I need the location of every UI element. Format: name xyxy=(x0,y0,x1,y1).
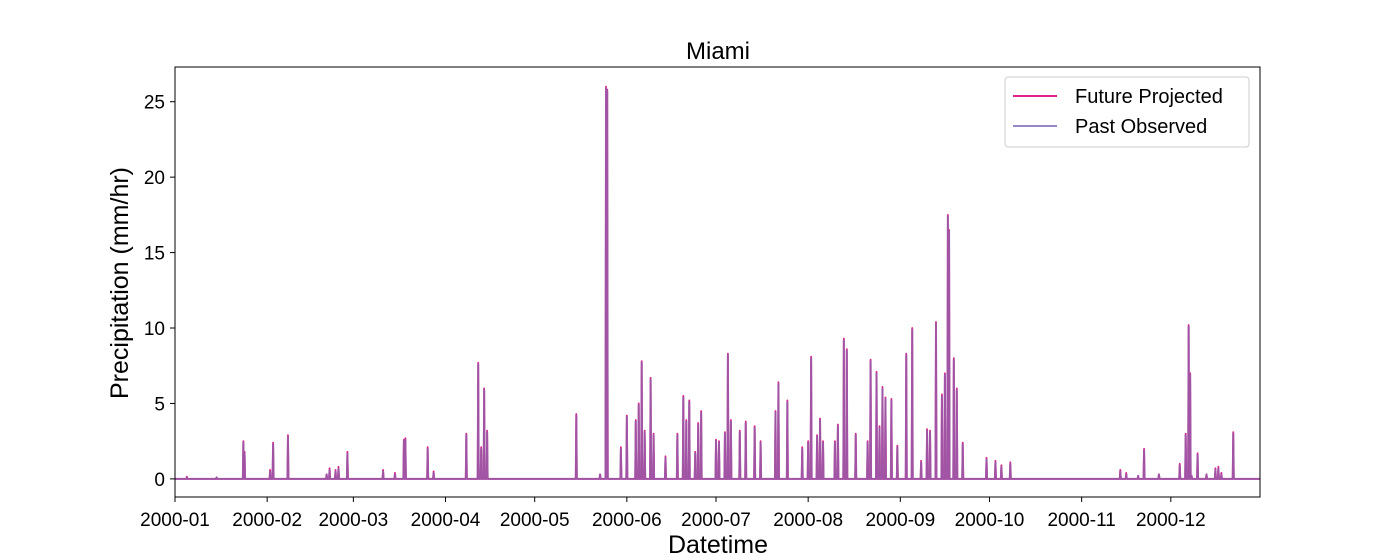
x-axis-ticks: 2000-01 2000-02 2000-03 2000-04 2000-05 2000-… xyxy=(140,497,1206,531)
y-tick-label: 10 xyxy=(144,319,165,340)
y-tick-label: 15 xyxy=(144,244,165,265)
x-tick-label: 2000-11 xyxy=(1047,510,1115,531)
x-tick-label: 2000-04 xyxy=(411,510,481,531)
x-tick-label: 2000-02 xyxy=(232,510,302,531)
x-tick-label: 2000-01 xyxy=(140,510,210,531)
chart-title: Miami xyxy=(686,38,750,65)
axes-frame xyxy=(174,66,1261,498)
x-tick-label: 2000-05 xyxy=(500,510,570,531)
y-tick-label: 5 xyxy=(154,394,165,415)
series-line-past-observed xyxy=(175,87,1260,480)
x-tick-label: 2000-06 xyxy=(592,510,662,531)
x-tick-label: 2000-10 xyxy=(955,510,1025,531)
x-tick-label: 2000-08 xyxy=(773,510,843,531)
y-tick-label: 0 xyxy=(154,470,165,491)
legend: Future Projected Past Observed xyxy=(1004,76,1250,148)
x-tick-label: 2000-09 xyxy=(865,510,935,531)
legend-label-past-observed: Past Observed xyxy=(1075,116,1207,138)
y-tick-label: 25 xyxy=(144,93,165,114)
series-layer xyxy=(175,85,1260,480)
x-tick-label: 2000-03 xyxy=(318,510,388,531)
x-axis-label: Datetime xyxy=(668,531,768,559)
x-tick-label: 2000-07 xyxy=(681,510,751,531)
y-axis-ticks: 0 5 10 15 20 25 xyxy=(144,93,175,491)
plot-area xyxy=(174,66,1261,498)
legend-box xyxy=(1004,76,1250,148)
y-axis-label: Precipitation (mm/hr) xyxy=(106,167,134,399)
x-tick-label: 2000-12 xyxy=(1136,510,1206,531)
legend-label-future-projected: Future Projected xyxy=(1075,86,1223,108)
y-tick-label: 20 xyxy=(144,168,165,189)
